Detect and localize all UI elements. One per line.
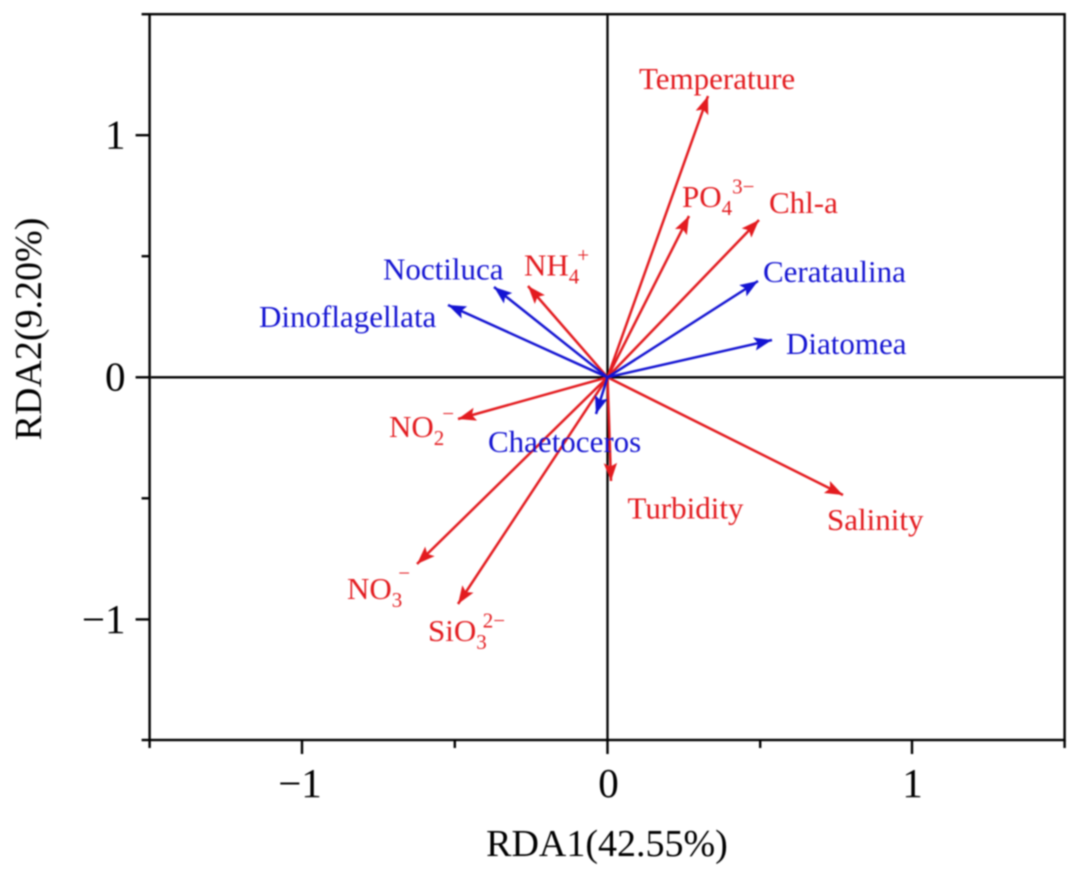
svg-text:Cerataulina: Cerataulina [763, 254, 906, 289]
svg-text:−1: −1 [278, 760, 322, 806]
svg-text:SiO32−: SiO32− [428, 609, 505, 655]
svg-text:NH4+: NH4+ [524, 243, 589, 289]
svg-text:Chaetoceros: Chaetoceros [488, 424, 641, 459]
svg-text:Turbidity: Turbidity [628, 491, 745, 526]
svg-text:1: 1 [902, 760, 923, 806]
svg-text:−1: −1 [82, 596, 126, 642]
svg-text:RDA1(42.55%): RDA1(42.55%) [486, 823, 728, 865]
svg-text:0: 0 [105, 354, 126, 400]
svg-text:1: 1 [105, 111, 126, 157]
svg-text:Diatomea: Diatomea [786, 326, 907, 361]
svg-text:Dinoflagellata: Dinoflagellata [259, 299, 437, 334]
svg-text:Chl-a: Chl-a [769, 185, 838, 220]
svg-text:Salinity: Salinity [827, 502, 924, 537]
svg-text:0: 0 [598, 760, 619, 806]
svg-text:Temperature: Temperature [639, 61, 795, 96]
svg-text:RDA2(9.20%): RDA2(9.20%) [8, 218, 50, 441]
svg-text:NO2−: NO2− [389, 402, 454, 451]
svg-text:Noctiluca: Noctiluca [383, 252, 504, 287]
